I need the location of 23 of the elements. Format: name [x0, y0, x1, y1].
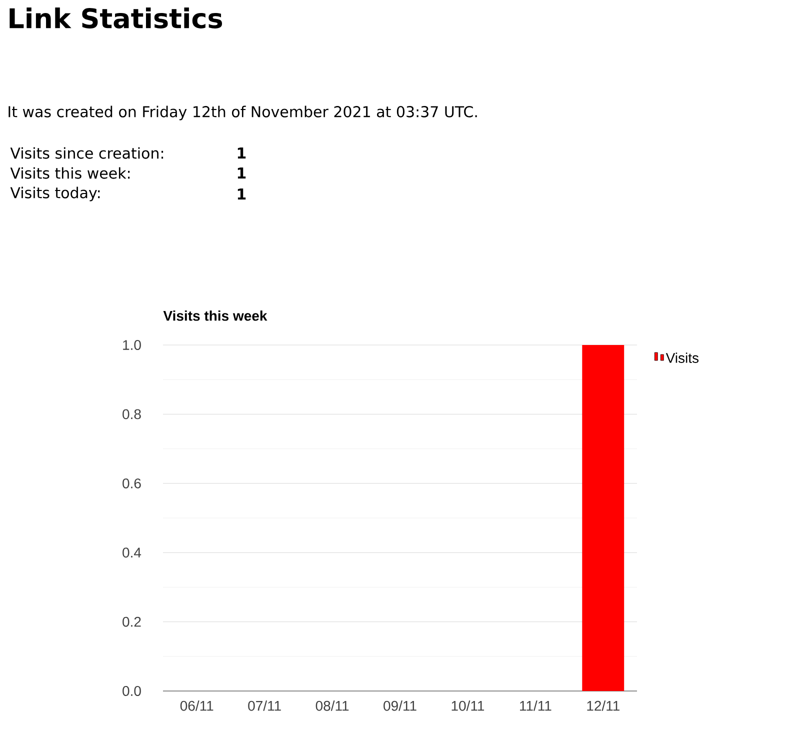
x-tick-label: 08/11	[316, 700, 349, 711]
x-tick-label: 10/11	[452, 700, 484, 711]
text: 1	[238, 188, 246, 200]
chart-title: Visits this week	[163, 310, 268, 321]
x-tick-label: 09/11	[384, 700, 416, 711]
text: Visits since creation:	[10, 147, 164, 159]
text: 1	[238, 168, 246, 178]
y-tick-label: 0.2	[122, 616, 141, 627]
text: It was created on Friday 12th of November 2021 at 03:37 UTC.	[8, 106, 477, 120]
x-tick-label: 07/11	[248, 700, 281, 711]
text: Link Statistics	[10, 8, 222, 28]
legend-label: Visits	[666, 352, 699, 363]
y-tick-label: 0.8	[122, 409, 141, 420]
text: 1	[238, 148, 246, 158]
y-tick-label: 1.0	[123, 340, 141, 350]
y-tick-label: 0.4	[122, 548, 142, 558]
x-tick-label: 11/11	[520, 700, 552, 711]
y-tick-label: 0.0	[122, 686, 141, 696]
text: Visits this week:	[10, 167, 130, 179]
x-tick-label: 06/11	[180, 700, 214, 711]
y-tick-label: 0.6	[122, 478, 141, 488]
text: Visits today:	[10, 186, 100, 202]
x-tick-label: 12/11	[587, 700, 620, 711]
